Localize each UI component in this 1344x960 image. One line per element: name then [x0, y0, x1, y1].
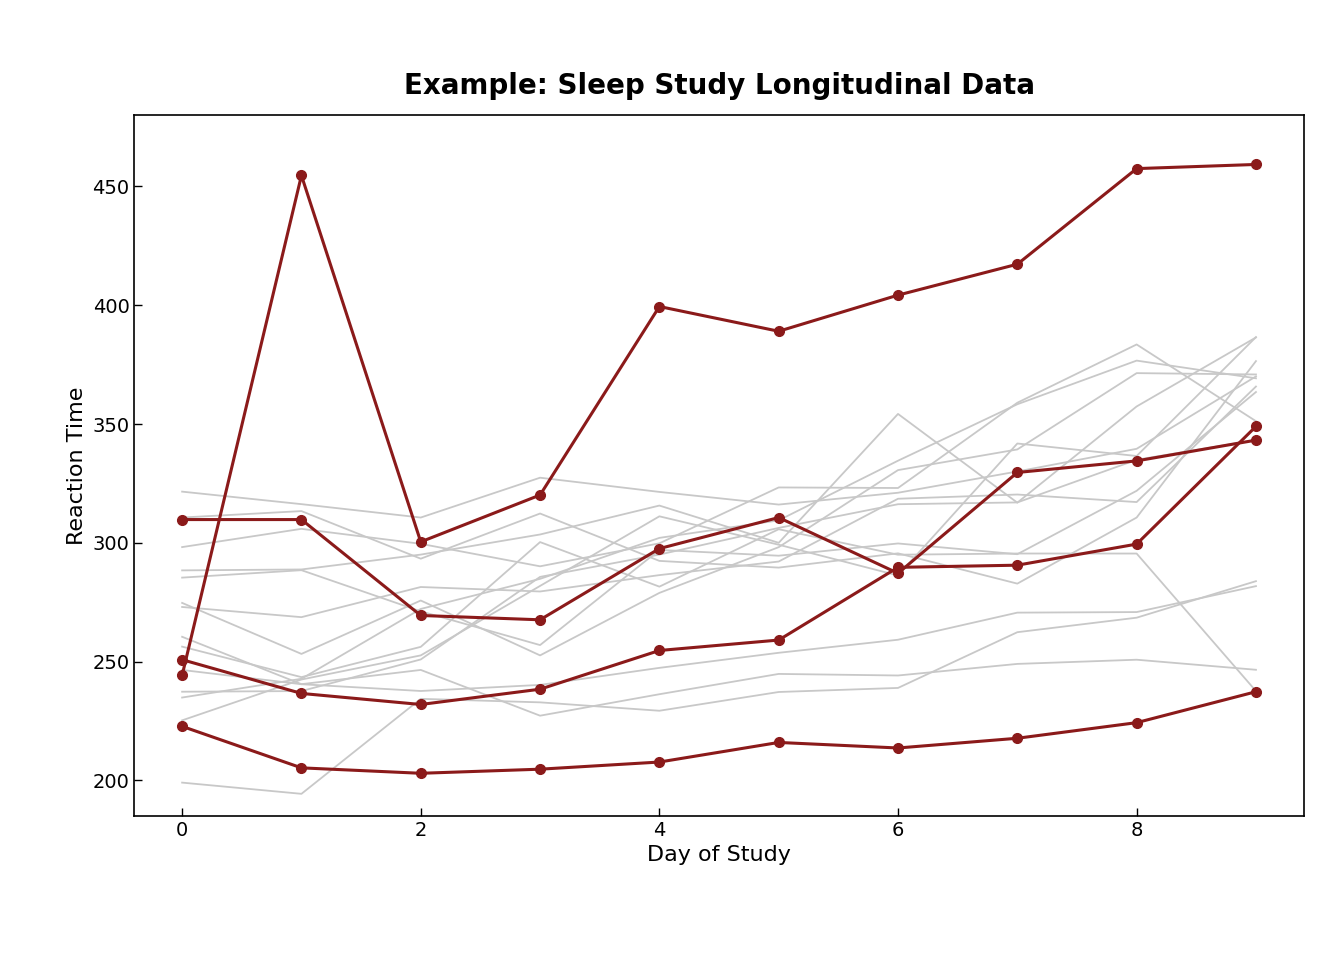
X-axis label: Day of Study: Day of Study [646, 846, 792, 865]
Title: Example: Sleep Study Longitudinal Data: Example: Sleep Study Longitudinal Data [403, 72, 1035, 101]
Y-axis label: Reaction Time: Reaction Time [67, 387, 87, 544]
